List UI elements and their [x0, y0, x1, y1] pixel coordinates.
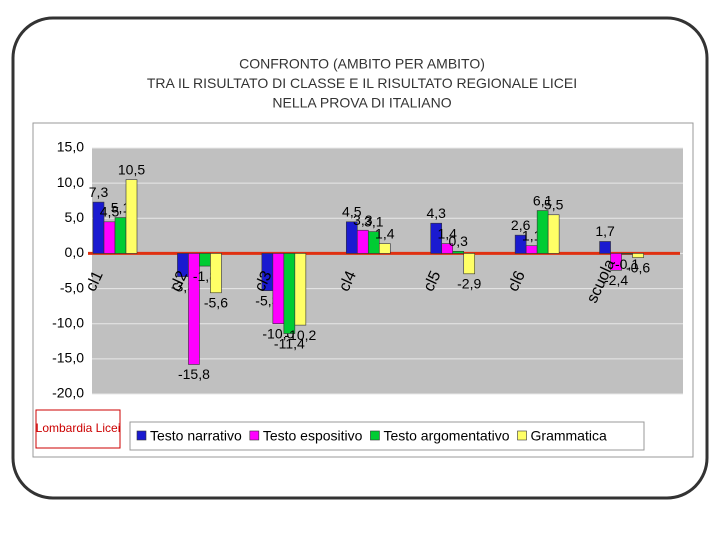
bar — [199, 253, 211, 267]
value-label: 2,6 — [511, 217, 531, 233]
y-tick-label: 15,0 — [57, 139, 84, 155]
bar — [283, 253, 296, 334]
value-label: 4,3 — [426, 205, 446, 221]
chart-title: CONFRONTO (AMBITO PER AMBITO) — [239, 56, 485, 72]
legend-label: Testo narrativo — [150, 428, 242, 444]
value-label: -2,4 — [604, 272, 628, 288]
bar — [632, 253, 644, 258]
legend-label: Grammatica — [531, 428, 607, 444]
bar — [599, 241, 611, 254]
bar — [621, 253, 633, 255]
bar — [356, 229, 369, 254]
bar — [547, 214, 560, 254]
legend-label: Testo argomentativo — [383, 428, 509, 444]
legend-swatch — [370, 430, 380, 441]
bar — [103, 221, 116, 254]
legend-swatch — [249, 430, 260, 441]
value-label: 6,1 — [533, 192, 553, 208]
note-box — [35, 409, 121, 449]
bar — [610, 253, 622, 271]
value-label: 3,3 — [353, 212, 373, 228]
bar — [514, 234, 527, 254]
value-label: 0,3 — [448, 233, 468, 249]
y-tick-label: -5,0 — [60, 279, 84, 295]
value-label: 1,1 — [522, 227, 542, 243]
chart-title: NELLA PROVA DI ITALIANO — [272, 95, 451, 111]
value-label: 7,3 — [89, 184, 109, 200]
value-label: -5,6 — [204, 294, 228, 310]
bar — [367, 231, 380, 254]
bar — [441, 243, 454, 254]
bar — [378, 243, 391, 254]
value-label: -11,4 — [274, 335, 305, 351]
legend-swatch — [136, 430, 147, 441]
value-label: 4,5 — [100, 204, 120, 220]
bar — [125, 179, 138, 254]
value-label: 5,1 — [111, 199, 131, 215]
value-label: 5,5 — [544, 196, 564, 212]
y-tick-label: 5,0 — [65, 209, 85, 225]
legend-swatch — [517, 430, 527, 441]
bar — [430, 222, 443, 254]
bar — [525, 245, 538, 254]
bar — [536, 210, 549, 254]
note: Lombardia Licei — [36, 421, 121, 435]
bar — [114, 217, 127, 254]
value-label: -0,6 — [626, 259, 650, 275]
value-label: 4,5 — [342, 204, 362, 220]
value-label: -15,8 — [178, 366, 210, 382]
bar — [463, 253, 476, 275]
y-tick-label: 0,0 — [65, 244, 85, 260]
y-tick-label: -10,0 — [52, 314, 84, 330]
value-label: -2,9 — [457, 276, 481, 292]
value-label: 1,4 — [437, 225, 457, 241]
value-label: 1,4 — [375, 225, 395, 241]
value-label: 1,7 — [595, 223, 615, 239]
y-tick-label: -15,0 — [52, 350, 84, 366]
legend-label: Testo espositivo — [263, 428, 363, 444]
value-label: -0,1 — [615, 256, 639, 272]
value-label: -10,2 — [284, 327, 316, 343]
bar — [188, 253, 200, 365]
bar — [452, 251, 465, 254]
chart-title: TRA IL RISULTATO DI CLASSE E IL RISULTAT… — [147, 75, 577, 91]
value-label: 3,1 — [364, 213, 384, 229]
value-label: 10,5 — [118, 161, 145, 177]
bar — [272, 253, 285, 325]
y-tick-label: 10,0 — [57, 174, 84, 190]
bar — [294, 253, 307, 326]
legend — [129, 421, 645, 451]
y-tick-label: -20,0 — [52, 385, 84, 401]
bar — [210, 253, 222, 294]
